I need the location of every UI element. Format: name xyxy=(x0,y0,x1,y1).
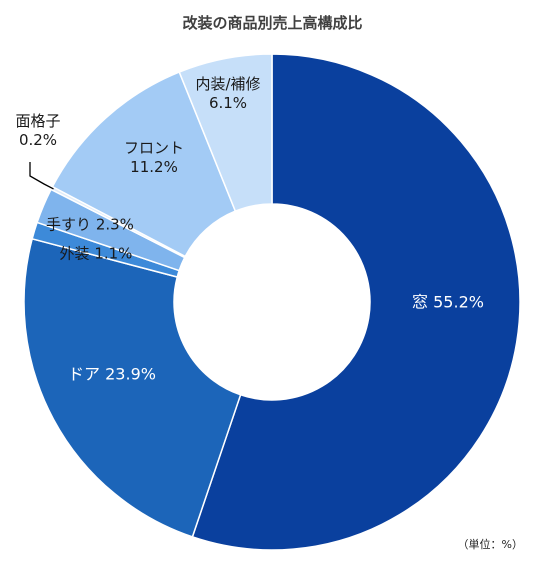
donut-slice-1 xyxy=(191,53,521,551)
unit-note: （単位：%） xyxy=(457,538,523,551)
data-label-3: 外装 1.1% xyxy=(60,244,133,262)
chart-title: 改装の商品別売上高構成比 xyxy=(182,14,363,32)
data-label-1: 窓 55.2% xyxy=(412,293,484,312)
data-label-2: ドア 23.9% xyxy=(68,365,156,384)
donut-slice-2 xyxy=(23,237,242,538)
leader-line xyxy=(29,162,54,190)
data-label-7: 内装/補修 6.1% xyxy=(195,75,260,112)
donut-slice-6 xyxy=(51,71,237,258)
data-label-6: フロント 11.2% xyxy=(124,139,184,176)
data-label-5: 面格子 0.2% xyxy=(15,112,60,149)
donut-slice-7 xyxy=(178,53,273,213)
data-label-4: 手すり 2.3% xyxy=(46,215,134,233)
